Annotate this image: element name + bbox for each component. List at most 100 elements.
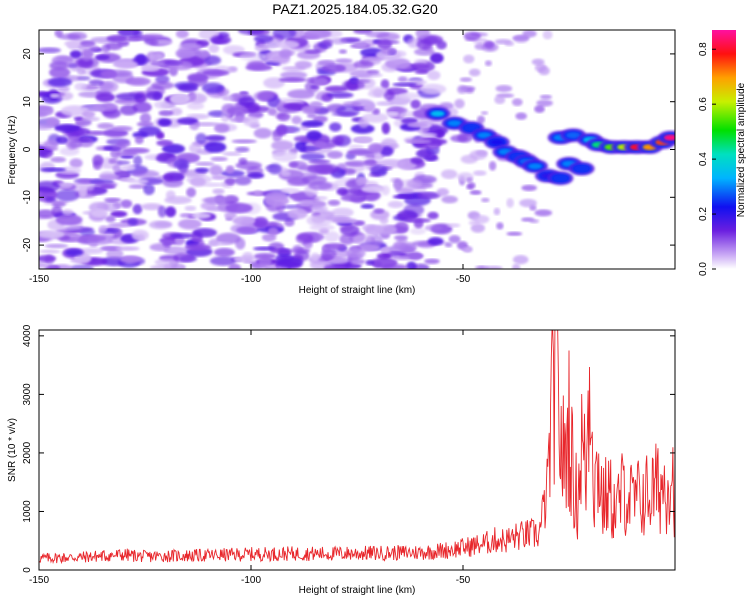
heatmap-noise-cell	[95, 92, 116, 103]
heatmap-signal-point	[528, 163, 543, 170]
heatmap-noise-cell	[141, 65, 160, 72]
snr-ytick-label: 2000	[22, 441, 33, 464]
heatmap-noise-cell	[195, 133, 207, 145]
heatmap-noise-cell	[529, 219, 540, 224]
heatmap-noise-cell	[127, 179, 149, 184]
heatmap-noise-cell	[224, 177, 236, 186]
heatmap-noise-cell	[448, 235, 461, 244]
heatmap-noise-cell	[336, 187, 349, 196]
heatmap-noise-cell	[363, 189, 380, 202]
heatmap-noise-cell	[356, 73, 383, 78]
heatmap-noise-cell	[101, 43, 111, 53]
heatmap-noise-cell	[253, 189, 263, 197]
heatmap-noise-cell	[86, 130, 108, 136]
heatmap-noise-cell	[153, 100, 171, 109]
heatmap-noise-cell	[276, 40, 300, 49]
heatmap-noise-cell	[354, 136, 373, 143]
colorbar-tick-label: 0.4	[698, 152, 709, 166]
heatmap-noise-cell	[149, 52, 164, 60]
heatmap-noise-cell	[161, 143, 186, 154]
heatmap-noise-cell	[539, 94, 553, 100]
heatmap-noise-cell	[98, 225, 107, 233]
heatmap-signal-point	[663, 134, 675, 141]
heatmap-noise-cell	[178, 43, 203, 50]
heatmap-noise-cell	[474, 43, 487, 50]
colorbar-tick-label: 0.6	[698, 97, 709, 111]
heatmap-noise-cell	[235, 146, 250, 153]
heatmap-noise-cell	[392, 255, 415, 261]
heatmap-noise-cell	[521, 184, 537, 192]
heatmap-noise-cell	[463, 31, 481, 41]
heatmap-noise-cell	[308, 181, 333, 190]
heatmap-noise-cell	[512, 263, 521, 269]
heatmap-noise-cell	[361, 185, 386, 193]
heatmap-noise-cell	[246, 172, 265, 179]
heatmap-noise-cell	[163, 246, 187, 255]
heatmap-noise-cell	[351, 258, 366, 265]
heatmap-noise-cell	[276, 112, 291, 122]
heatmap-noise-cell	[311, 214, 326, 224]
heatmap-noise-cell	[108, 158, 117, 164]
heatmap-noise-cell	[106, 34, 128, 43]
heatmap-noise-cell	[222, 95, 235, 101]
heatmap-noise-cell	[225, 165, 235, 174]
heatmap-noise-cell	[115, 246, 140, 251]
heatmap-noise-cell	[324, 243, 346, 250]
heatmap-signal-point	[447, 120, 462, 127]
heatmap-noise-cell	[207, 241, 231, 246]
heatmap-noise-cell	[93, 181, 118, 188]
heatmap-noise-cell	[534, 209, 553, 217]
heatmap-noise-cell	[132, 204, 143, 215]
heatmap-noise-cell	[267, 107, 278, 116]
heatmap-noise-cell	[51, 55, 74, 66]
heatmap-noise-cell	[186, 187, 197, 198]
heatmap-noise-cell	[55, 189, 80, 202]
heatmap-noise-cell	[56, 182, 74, 189]
heatmap-noise-cell	[191, 212, 211, 219]
heatmap-noise-cell	[424, 224, 443, 231]
heatmap-noise-cell	[142, 33, 163, 39]
heatmap-noise-cell	[253, 127, 273, 139]
heatmap-noise-cell	[385, 111, 399, 117]
heatmap-noise-cell	[339, 233, 355, 245]
heatmap-noise-cell	[204, 141, 227, 153]
snr-line-layer	[39, 330, 675, 565]
heatmap-noise-cell	[39, 47, 61, 54]
heatmap-noise-cell	[423, 138, 448, 145]
heatmap-noise-cell	[542, 30, 553, 40]
heatmap-noise-cell	[179, 213, 193, 218]
spectrogram-noise-layer	[39, 30, 553, 269]
spectrogram-ytick-label: 10	[22, 96, 33, 108]
heatmap-noise-cell	[39, 105, 54, 117]
heatmap-noise-cell	[379, 216, 389, 225]
heatmap-noise-cell	[512, 255, 529, 265]
heatmap-noise-cell	[51, 205, 63, 217]
heatmap-noise-cell	[326, 91, 354, 99]
heatmap-noise-cell	[469, 190, 482, 195]
heatmap-noise-cell	[131, 170, 160, 179]
heatmap-noise-cell	[253, 34, 274, 43]
heatmap-noise-cell	[216, 232, 241, 245]
heatmap-noise-cell	[99, 174, 120, 180]
heatmap-noise-cell	[304, 49, 322, 54]
heatmap-noise-cell	[73, 116, 83, 121]
heatmap-noise-cell	[222, 151, 242, 156]
heatmap-noise-cell	[209, 256, 237, 266]
heatmap-noise-cell	[184, 243, 212, 251]
heatmap-noise-cell	[232, 216, 256, 226]
heatmap-noise-cell	[93, 103, 119, 111]
snr-xlabel: Height of straight line (km)	[299, 585, 416, 596]
heatmap-noise-cell	[463, 54, 475, 64]
heatmap-noise-cell	[404, 218, 432, 223]
heatmap-noise-cell	[92, 154, 104, 166]
heatmap-noise-cell	[49, 93, 60, 99]
heatmap-noise-cell	[113, 202, 122, 209]
heatmap-noise-cell	[394, 235, 408, 241]
heatmap-noise-cell	[202, 69, 230, 76]
heatmap-noise-cell	[245, 64, 273, 71]
spectrogram-ylabel: Frequency (Hz)	[7, 116, 18, 185]
heatmap-noise-cell	[427, 211, 439, 220]
heatmap-noise-cell	[429, 52, 444, 64]
spectrogram-ytick-label: -20	[22, 237, 33, 252]
